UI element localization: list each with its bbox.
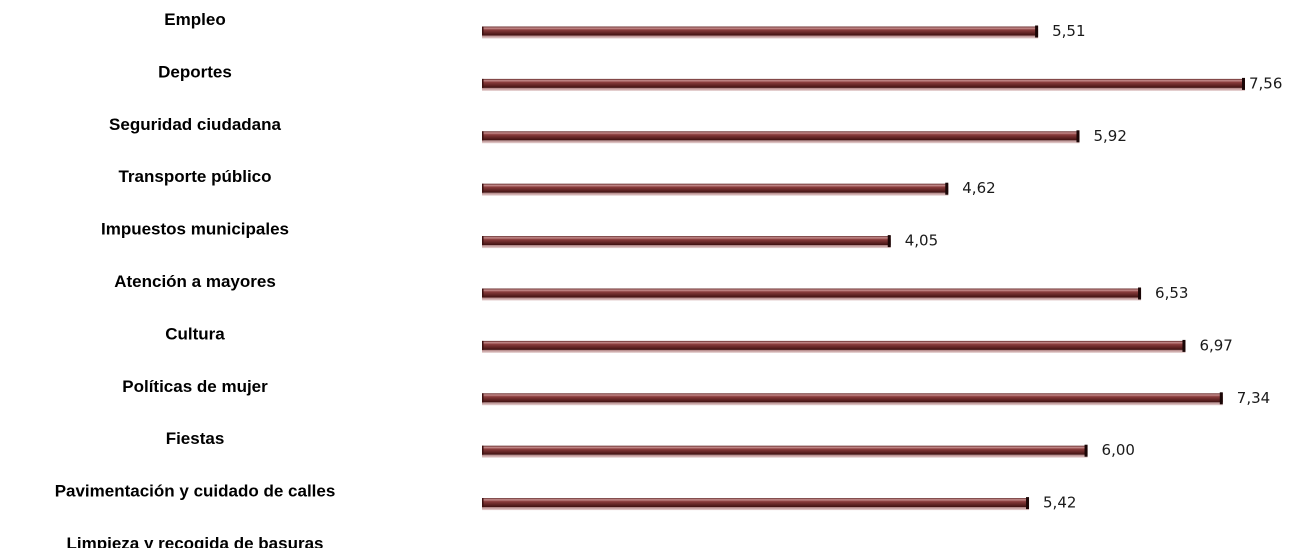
bar xyxy=(482,130,1080,144)
category-label: Deportes xyxy=(158,62,232,81)
category-label: Seguridad ciudadana xyxy=(109,115,281,134)
bar xyxy=(482,235,891,249)
bar xyxy=(482,77,1245,91)
bar xyxy=(482,444,1088,458)
value-label: 6,05 xyxy=(1107,546,1140,548)
value-label: 6,97 xyxy=(1199,336,1232,354)
category-label: Transporte público xyxy=(118,167,271,186)
value-label: 4,62 xyxy=(962,179,995,197)
category-labels: Empleo Deportes Seguridad ciudadana Transpo… xyxy=(55,10,336,548)
bar xyxy=(482,497,1030,511)
value-label: 4,05 xyxy=(905,232,938,250)
value-label: 7,56 xyxy=(1249,74,1282,92)
bar xyxy=(482,287,1142,301)
value-labels: 5,51 7,56 5,92 4,62 4,05 6,53 6,97 7,34 6,00 5,42… xyxy=(905,22,1283,548)
category-label: Limpieza y recogida de basuras xyxy=(67,534,324,548)
value-label: 6,53 xyxy=(1155,284,1188,302)
category-label: Políticas de mujer xyxy=(122,377,268,396)
value-label: 5,42 xyxy=(1043,494,1076,512)
value-label: 6,00 xyxy=(1102,441,1135,459)
bars xyxy=(482,25,1245,511)
category-label: Empleo xyxy=(164,10,225,29)
category-label: Pavimentación y cuidado de calles xyxy=(55,482,336,501)
bar xyxy=(482,339,1186,353)
value-label: 7,34 xyxy=(1237,389,1270,407)
bar xyxy=(482,25,1039,39)
category-label: Impuestos municipales xyxy=(101,220,289,239)
category-label: Atención a mayores xyxy=(114,272,276,291)
category-label: Cultura xyxy=(165,324,225,343)
value-label: 5,51 xyxy=(1052,22,1085,40)
bar xyxy=(482,182,949,196)
category-label: Fiestas xyxy=(166,429,225,448)
bar xyxy=(482,392,1223,406)
value-label: 5,92 xyxy=(1093,127,1126,145)
